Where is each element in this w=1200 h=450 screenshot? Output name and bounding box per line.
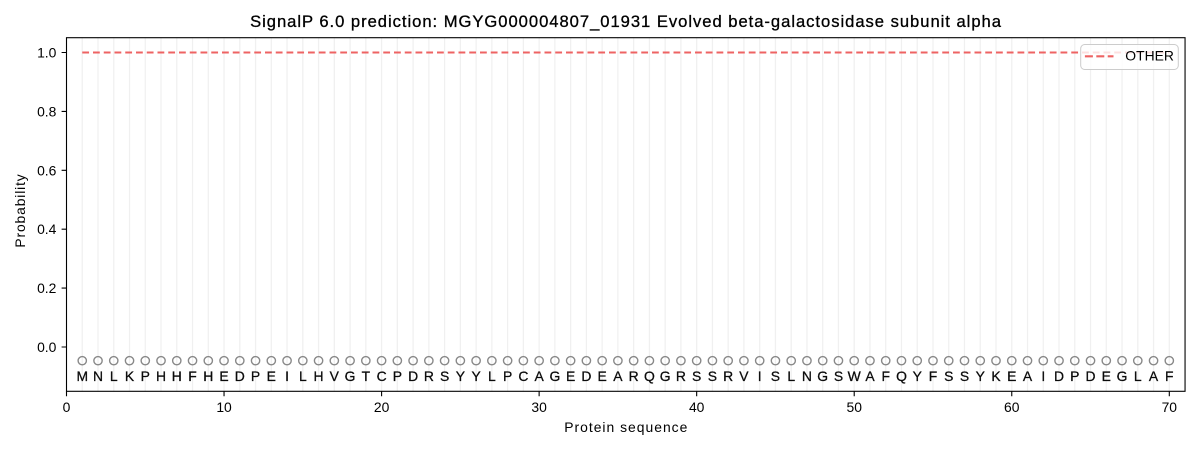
svg-text:0.6: 0.6 [37, 162, 57, 178]
svg-text:K: K [991, 368, 1001, 384]
svg-text:1.0: 1.0 [37, 44, 57, 60]
svg-text:M: M [76, 368, 88, 384]
svg-text:C: C [518, 368, 528, 384]
svg-text:E: E [1102, 368, 1111, 384]
svg-text:50: 50 [846, 399, 862, 415]
svg-text:L: L [787, 368, 795, 384]
svg-text:P: P [393, 368, 402, 384]
svg-text:G: G [549, 368, 560, 384]
svg-text:D: D [581, 368, 591, 384]
svg-text:L: L [299, 368, 307, 384]
svg-text:20: 20 [374, 399, 390, 415]
svg-text:F: F [929, 368, 938, 384]
svg-text:Probability: Probability [12, 173, 28, 247]
svg-text:V: V [330, 368, 340, 384]
svg-text:L: L [110, 368, 118, 384]
svg-text:R: R [424, 368, 434, 384]
svg-text:H: H [314, 368, 324, 384]
svg-text:L: L [1134, 368, 1142, 384]
svg-text:0.0: 0.0 [37, 339, 57, 355]
svg-text:P: P [1070, 368, 1079, 384]
svg-text:Y: Y [456, 368, 465, 384]
svg-text:0.2: 0.2 [37, 280, 57, 296]
svg-text:I: I [758, 368, 762, 384]
svg-text:E: E [1007, 368, 1016, 384]
svg-text:A: A [534, 368, 544, 384]
svg-text:F: F [881, 368, 890, 384]
svg-text:S: S [771, 368, 780, 384]
svg-text:10: 10 [216, 399, 232, 415]
svg-text:SignalP 6.0 prediction: MGYG00: SignalP 6.0 prediction: MGYG000004807_01… [250, 12, 1002, 31]
svg-text:T: T [362, 368, 371, 384]
svg-text:0: 0 [63, 399, 71, 415]
svg-text:S: S [440, 368, 449, 384]
svg-text:G: G [660, 368, 671, 384]
svg-text:R: R [629, 368, 639, 384]
svg-text:R: R [723, 368, 733, 384]
svg-text:S: S [708, 368, 717, 384]
svg-text:Q: Q [644, 368, 655, 384]
svg-text:E: E [267, 368, 276, 384]
svg-text:A: A [1023, 368, 1033, 384]
svg-text:R: R [676, 368, 686, 384]
svg-text:N: N [93, 368, 103, 384]
svg-text:S: S [834, 368, 843, 384]
svg-text:S: S [960, 368, 969, 384]
svg-text:D: D [1054, 368, 1064, 384]
svg-text:N: N [802, 368, 812, 384]
svg-text:E: E [566, 368, 575, 384]
svg-text:Y: Y [471, 368, 480, 384]
svg-text:A: A [613, 368, 623, 384]
svg-text:P: P [251, 368, 260, 384]
svg-text:Q: Q [896, 368, 907, 384]
svg-text:G: G [345, 368, 356, 384]
svg-text:0.4: 0.4 [37, 221, 57, 237]
svg-text:H: H [172, 368, 182, 384]
svg-text:I: I [285, 368, 289, 384]
svg-text:D: D [235, 368, 245, 384]
svg-text:F: F [188, 368, 197, 384]
svg-text:70: 70 [1162, 399, 1178, 415]
svg-text:W: W [848, 368, 862, 384]
svg-text:E: E [219, 368, 228, 384]
svg-text:E: E [598, 368, 607, 384]
svg-text:A: A [865, 368, 875, 384]
svg-text:H: H [156, 368, 166, 384]
svg-text:A: A [1149, 368, 1159, 384]
svg-text:Y: Y [976, 368, 985, 384]
svg-text:K: K [125, 368, 135, 384]
svg-text:F: F [1165, 368, 1174, 384]
svg-text:G: G [1117, 368, 1128, 384]
svg-text:G: G [817, 368, 828, 384]
svg-text:C: C [377, 368, 387, 384]
svg-text:P: P [141, 368, 150, 384]
svg-text:0.8: 0.8 [37, 103, 57, 119]
svg-text:H: H [203, 368, 213, 384]
svg-text:30: 30 [531, 399, 547, 415]
svg-text:D: D [408, 368, 418, 384]
svg-text:P: P [503, 368, 512, 384]
svg-text:S: S [944, 368, 953, 384]
svg-text:OTHER: OTHER [1125, 47, 1174, 63]
svg-text:Y: Y [913, 368, 922, 384]
svg-text:D: D [1086, 368, 1096, 384]
svg-text:S: S [692, 368, 701, 384]
svg-text:I: I [1041, 368, 1045, 384]
svg-text:40: 40 [689, 399, 705, 415]
svg-text:60: 60 [1004, 399, 1020, 415]
svg-text:V: V [739, 368, 749, 384]
svg-text:L: L [488, 368, 496, 384]
svg-text:Protein sequence: Protein sequence [564, 419, 688, 435]
